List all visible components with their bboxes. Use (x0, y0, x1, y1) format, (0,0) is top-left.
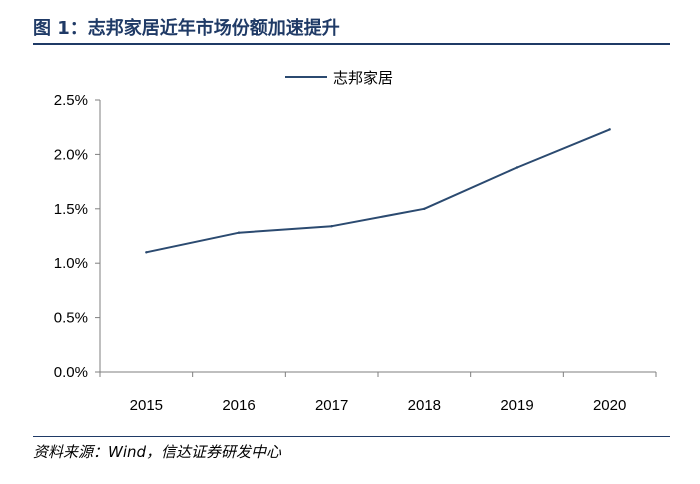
source-note: 资料来源：Wind，信达证券研发中心 (33, 443, 282, 461)
x-tick-label: 2016 (222, 397, 255, 414)
data-point (423, 207, 426, 210)
data-point (237, 231, 241, 234)
x-tick-label: 2018 (408, 397, 441, 414)
data-point (608, 128, 611, 131)
y-tick-label: 0.0% (54, 364, 88, 381)
data-point (330, 225, 333, 228)
series-line (146, 128, 611, 254)
data-point (145, 251, 148, 254)
title-rule (33, 43, 670, 45)
source-rule (33, 436, 670, 437)
x-tick-label: 2020 (593, 397, 626, 414)
figure-title: 图 1：志邦家居近年市场份额加速提升 (33, 18, 340, 39)
y-tick-label: 2.0% (54, 146, 88, 163)
y-tick-label: 0.5% (54, 310, 88, 327)
y-axis: 0.0% 0.5% 1.0% 1.5% 2.0% 2.5% (54, 92, 101, 381)
y-tick-label: 2.5% (54, 92, 88, 109)
x-tick-label: 2015 (130, 397, 163, 414)
data-point (515, 166, 519, 169)
plot-area (145, 128, 611, 254)
legend-label: 志邦家居 (333, 69, 393, 87)
x-axis: 2015 2016 2017 2018 2019 2020 (99, 371, 657, 414)
x-tick-label: 2017 (315, 397, 348, 414)
x-tick-label: 2019 (500, 397, 533, 414)
y-tick-label: 1.5% (54, 201, 88, 218)
y-tick-label: 1.0% (54, 255, 88, 272)
legend: 志邦家居 (285, 69, 393, 87)
